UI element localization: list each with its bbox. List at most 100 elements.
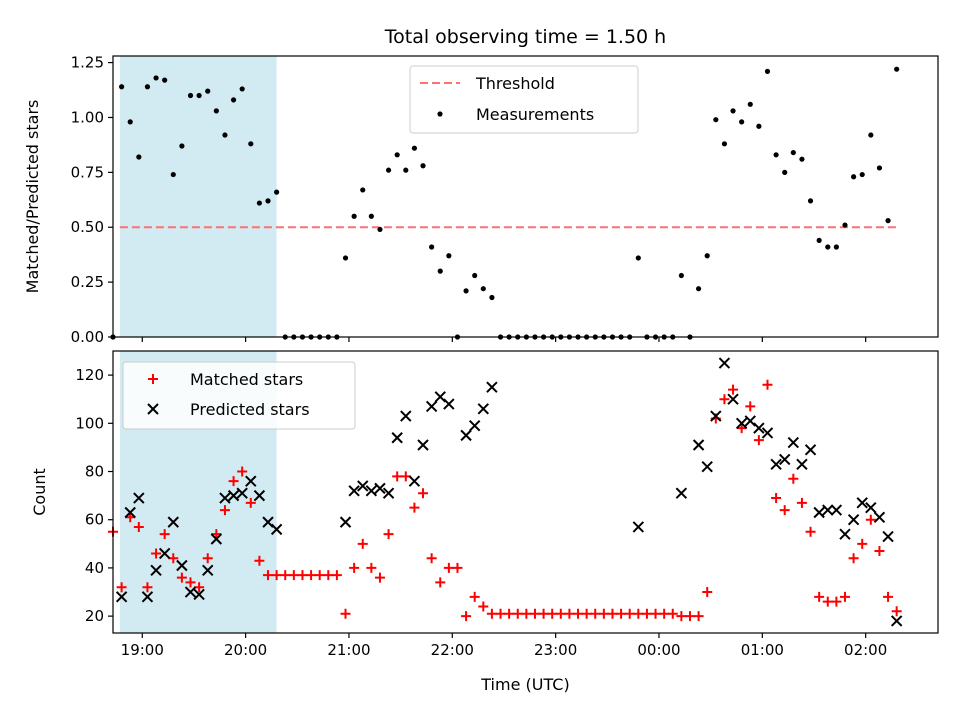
- predicted-star-point: [408, 475, 421, 487]
- predicted-star-point: [417, 439, 429, 451]
- ratio-panel-frame: [112, 55, 939, 338]
- matched-star-point: [271, 570, 282, 581]
- matched-star-point: [323, 570, 334, 581]
- matched-star-point: [641, 608, 652, 619]
- measurement-point: [385, 167, 392, 173]
- predicted-star-point: [193, 588, 205, 601]
- matched-star-point: [392, 471, 403, 482]
- predicted-star-point: [339, 516, 352, 528]
- matched-star-point: [633, 608, 644, 619]
- measurement-point: [127, 119, 133, 125]
- measurement-point: [187, 92, 194, 99]
- y-tick-label: 100: [75, 414, 104, 432]
- measurement-point: [144, 84, 151, 90]
- measurement-point: [179, 143, 185, 149]
- matched-star-point: [297, 570, 308, 581]
- measurement-point: [730, 108, 736, 114]
- predicted-star-point: [227, 489, 240, 502]
- matched-star-point: [805, 526, 816, 537]
- measurement-point: [394, 152, 400, 158]
- legend-measurements-swatch: [437, 111, 443, 117]
- predicted-star-point: [770, 458, 782, 470]
- measurement-point: [799, 156, 805, 162]
- measurement-point: [790, 149, 796, 156]
- series-matched-stars: [108, 379, 902, 622]
- matched-star-point: [263, 570, 274, 581]
- legend-predicted-label: Predicted stars: [190, 400, 310, 419]
- ratio-panel-legend: Threshold Measurements: [409, 65, 639, 134]
- y-tick-label: 1.00: [71, 108, 104, 126]
- matched-star-point: [616, 608, 627, 619]
- measurement-point: [842, 222, 848, 228]
- matched-star-point: [676, 611, 687, 622]
- predicted-star-point: [727, 393, 739, 405]
- predicted-star-point: [133, 492, 145, 504]
- predicted-star-point: [253, 489, 266, 502]
- y-tick-label: 0.50: [71, 218, 104, 236]
- x-tick-label: 23:00: [534, 641, 577, 659]
- predicted-star-point: [632, 521, 645, 533]
- measurement-point: [403, 167, 409, 173]
- measurement-point: [807, 198, 814, 204]
- measurement-point: [756, 123, 762, 129]
- matched-star-point: [151, 548, 162, 559]
- x-tick-label: 21:00: [327, 641, 370, 659]
- matched-star-point: [185, 577, 196, 588]
- matched-star-point: [865, 514, 876, 525]
- matched-star-point: [159, 529, 170, 540]
- series-measurements: [110, 66, 900, 340]
- measurement-point: [713, 117, 719, 123]
- matched-star-point: [125, 512, 136, 523]
- matched-star-point: [814, 591, 825, 602]
- matched-star-point: [202, 553, 213, 564]
- measurement-point: [265, 198, 271, 204]
- matched-star-point: [469, 591, 480, 602]
- matched-star-point: [331, 570, 342, 581]
- measurement-point: [747, 101, 753, 107]
- measurement-point: [239, 86, 245, 92]
- measurement-point: [894, 66, 900, 72]
- matched-star-point: [254, 555, 265, 566]
- y-tick-label: 0.25: [71, 273, 104, 291]
- predicted-star-point: [873, 511, 886, 524]
- matched-star-point: [598, 608, 609, 619]
- matched-star-point: [883, 591, 894, 602]
- matched-star-point: [581, 608, 592, 619]
- predicted-star-point: [486, 381, 498, 393]
- predicted-star-point: [761, 427, 774, 439]
- measurement-point: [859, 171, 865, 178]
- matched-star-point: [443, 562, 454, 573]
- predicted-star-point: [735, 417, 748, 430]
- measurement-point: [739, 119, 745, 125]
- matched-star-point: [762, 379, 773, 390]
- x-tick-label: 20:00: [224, 641, 267, 659]
- matched-star-point: [874, 546, 885, 557]
- predicted-star-point: [158, 547, 171, 560]
- y-tick-label: 60: [85, 511, 104, 529]
- matched-star-point: [745, 401, 756, 412]
- measurement-point: [119, 84, 125, 90]
- matched-star-point: [684, 611, 695, 622]
- predicted-star-point: [692, 439, 705, 451]
- matched-star-point: [245, 497, 256, 508]
- count-panel-legend: Matched stars Predicted stars: [122, 361, 356, 430]
- predicted-star-point: [856, 497, 868, 509]
- x-tick-label: 01:00: [741, 641, 784, 659]
- measurement-point: [489, 294, 495, 301]
- legend-box: [122, 361, 356, 430]
- matched-star-point: [495, 608, 506, 619]
- measurement-point: [480, 286, 486, 292]
- matched-star-point: [728, 384, 739, 395]
- matched-star-point: [452, 562, 463, 573]
- measurement-point: [420, 163, 426, 169]
- matched-star-point: [116, 582, 127, 593]
- predicted-star-point: [882, 530, 894, 543]
- y-tick-label: 0.00: [71, 328, 104, 346]
- predicted-star-point: [701, 460, 713, 473]
- measurement-point: [825, 244, 831, 250]
- predicted-star-point: [374, 482, 386, 495]
- matched-star-point: [357, 538, 368, 549]
- chart-title: Total observing time = 1.50 h: [384, 26, 666, 48]
- measurement-point: [816, 237, 822, 244]
